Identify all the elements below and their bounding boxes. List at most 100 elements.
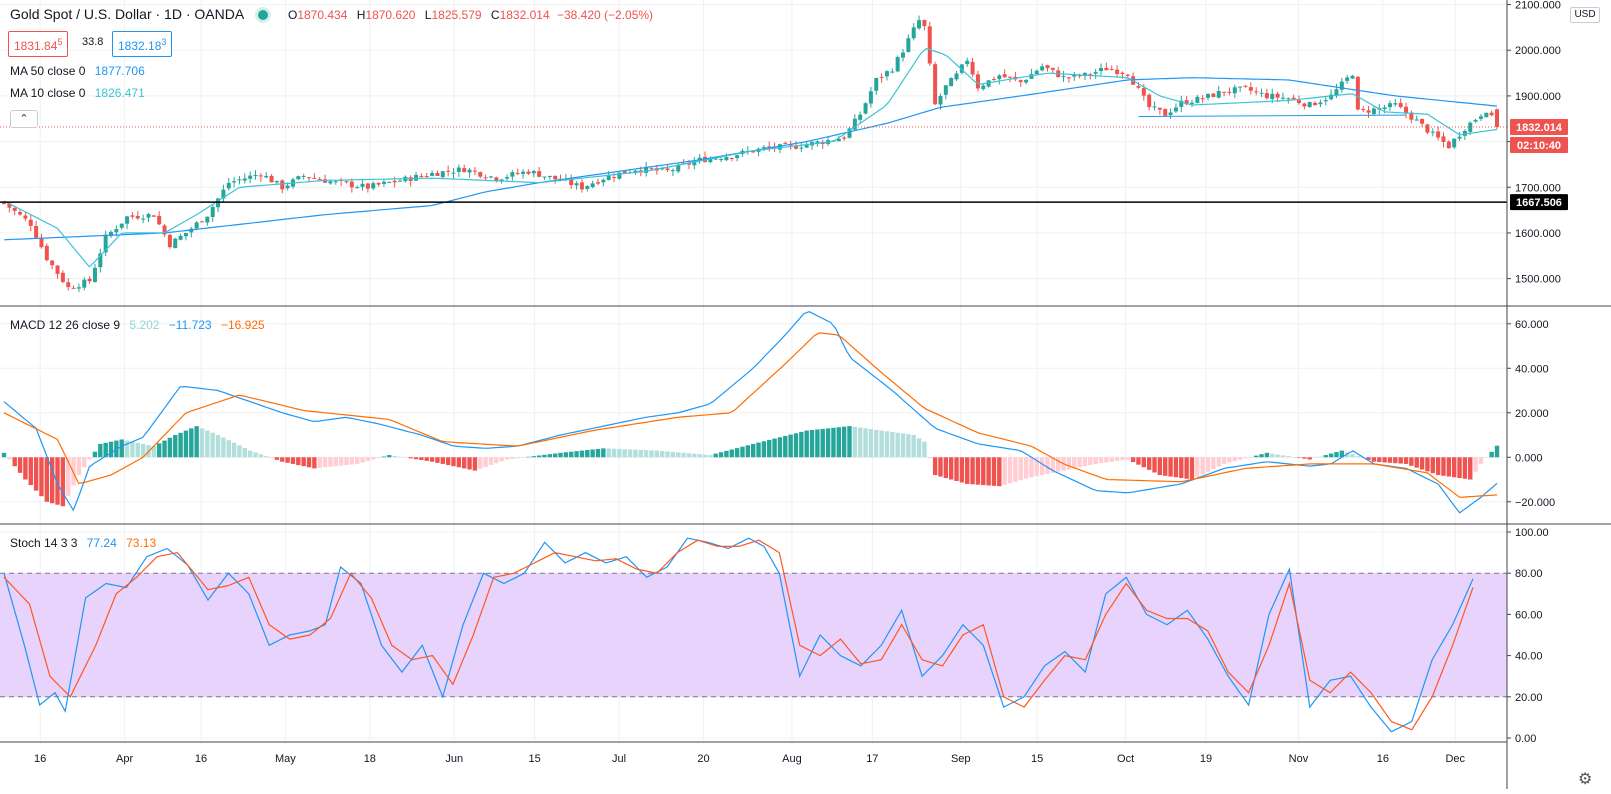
macd-histogram-bar	[831, 427, 836, 458]
candle-body	[906, 38, 911, 52]
candle-body	[1478, 116, 1483, 119]
macd-histogram-bar	[1403, 457, 1409, 464]
price-axis-label: 1600.000	[1515, 228, 1561, 240]
candle-body	[1109, 69, 1114, 71]
candle-body	[917, 20, 922, 29]
candle-body	[1254, 91, 1259, 93]
macd-histogram-bar	[665, 451, 670, 458]
stoch-k-line	[3, 537, 1474, 733]
macd-histogram-bar	[162, 440, 167, 458]
macd-histogram-bar	[344, 457, 349, 466]
macd-histogram-bar	[863, 428, 868, 458]
candle-body	[210, 207, 215, 217]
macd-histogram-bar	[815, 429, 820, 458]
time-axis-label: 16	[34, 753, 46, 765]
candle-body	[553, 175, 558, 180]
candle-body	[18, 212, 23, 215]
time-axis[interactable]: 16 Apr 16 May 18 Jun 15 Jul 20 Aug 17 Sep 15 Oct 19 Nov…	[34, 753, 1465, 765]
macd-histogram-bar	[1088, 457, 1093, 466]
symbol-title[interactable]: Gold Spot / U.S. Dollar · 1D · OANDA	[10, 6, 245, 22]
candle-body	[1184, 100, 1189, 105]
candle-body	[39, 237, 44, 248]
macd-axis[interactable]: 60.000 40.000 20.000 0.000 −20.000	[1507, 319, 1555, 509]
candle-body	[135, 215, 140, 219]
macd-histogram-bar	[312, 457, 317, 469]
macd-histogram-bar	[579, 450, 585, 458]
candle-body	[237, 179, 242, 181]
macd-histogram-bar	[365, 457, 371, 461]
candle-body	[1115, 69, 1120, 74]
gear-icon[interactable]: ⚙	[1578, 771, 1593, 788]
macd-histogram-bar	[210, 432, 215, 458]
macd-histogram-bar	[199, 428, 205, 458]
candle-body	[676, 164, 681, 172]
macd-histogram-bar	[274, 457, 280, 460]
candle-body	[274, 180, 279, 183]
candle-body	[708, 158, 713, 163]
stoch-axis-label: 20.00	[1515, 692, 1543, 704]
macd-histogram-bar	[1323, 455, 1328, 458]
currency-button[interactable]: USD	[1570, 7, 1600, 23]
macd-histogram-bar	[173, 435, 178, 458]
candle-body	[141, 218, 146, 220]
symbol-legend[interactable]: Gold Spot / U.S. Dollar · 1D · OANDA O18…	[10, 5, 653, 24]
macd-histogram-bar	[836, 427, 841, 458]
candle-body	[1024, 79, 1029, 83]
candle-body	[1409, 112, 1414, 120]
macd-histogram-bar	[975, 457, 981, 485]
candle-body	[194, 222, 199, 229]
candle-body	[793, 145, 798, 149]
ma10-legend[interactable]: MA 10 close 0 1826.471	[10, 86, 145, 100]
stoch-legend[interactable]: Stoch 14 3 3 77.24 73.13	[10, 536, 156, 550]
candle-body	[7, 203, 12, 208]
macd-histogram-bar	[820, 428, 825, 458]
macd-histogram-bar	[387, 455, 392, 458]
macd-histogram-bar	[306, 457, 312, 468]
candle-body	[1420, 118, 1425, 124]
candle-body	[1366, 110, 1371, 113]
macd-histogram-bar	[617, 449, 622, 458]
stoch-axis[interactable]: 100.00 80.00 60.00 40.00 20.00 0.00	[1507, 527, 1549, 745]
candle-body	[419, 175, 424, 177]
macd-histogram-bar	[419, 457, 424, 461]
candle-body	[226, 182, 231, 189]
macd-signal-value: −16.925	[220, 318, 265, 332]
ma50-legend[interactable]: MA 50 close 0 1877.706	[10, 64, 145, 78]
macd-histogram-bar	[1168, 457, 1173, 477]
stoch-k-value: 77.24	[86, 536, 117, 550]
macd-histogram-bar	[1393, 457, 1398, 464]
macd-histogram-bar	[526, 456, 531, 458]
candle-body	[686, 162, 691, 165]
candle-body	[970, 61, 975, 75]
buy-price-box[interactable]: 1832.183	[112, 31, 173, 57]
candle-body	[633, 170, 638, 173]
candle-body	[1168, 112, 1173, 116]
candle-body	[1286, 98, 1291, 100]
chevron-up-icon: ⌃	[19, 113, 29, 125]
candle-body	[1291, 97, 1296, 100]
macd-histogram-bar	[87, 457, 92, 460]
ma10-line	[3, 47, 1498, 268]
candle-body	[1393, 103, 1398, 105]
candle-body	[1462, 130, 1467, 136]
candle-body	[986, 80, 991, 87]
macd-legend[interactable]: MACD 12 26 close 9 5.202 −11.723 −16.925	[10, 318, 265, 332]
candle-body	[1275, 93, 1280, 98]
open-label: O	[287, 8, 298, 22]
macd-histogram-bar	[1318, 456, 1323, 458]
sell-price-box[interactable]: 1831.845	[8, 31, 69, 57]
stoch-axis-label: 80.00	[1515, 568, 1543, 580]
macd-histogram-bar	[1163, 457, 1168, 476]
candle-body	[1222, 91, 1227, 93]
macd-histogram-bar	[1157, 457, 1163, 476]
candle-body	[98, 253, 103, 268]
collapse-legend-button[interactable]: ⌃	[10, 110, 38, 128]
candle-body	[1339, 81, 1344, 90]
macd-histogram-bar	[140, 443, 146, 458]
candle-body	[494, 177, 499, 181]
bid-price-fraction: 5	[57, 37, 63, 47]
macd-histogram-bar	[1152, 457, 1157, 473]
macd-histogram-bar	[39, 457, 44, 497]
